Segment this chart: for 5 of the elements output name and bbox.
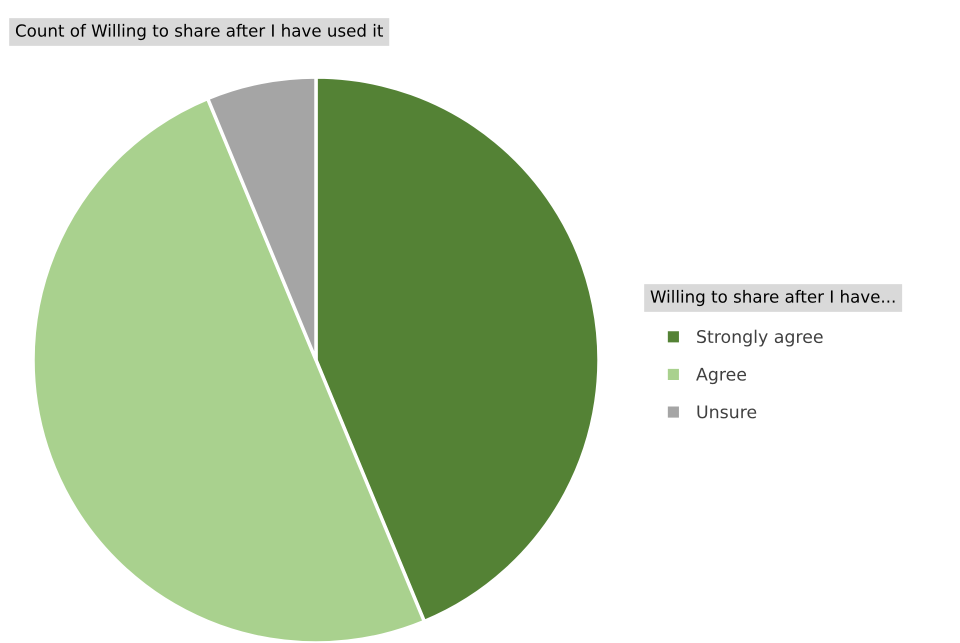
chart-title: Count of Willing to share after I have used it <box>16 24 384 40</box>
legend-label: Strongly agree <box>697 330 823 346</box>
legend-label: Unsure <box>697 406 756 418</box>
legend-title: Willing to share after I have... <box>650 290 895 306</box>
legend-label: Agree <box>696 368 746 384</box>
